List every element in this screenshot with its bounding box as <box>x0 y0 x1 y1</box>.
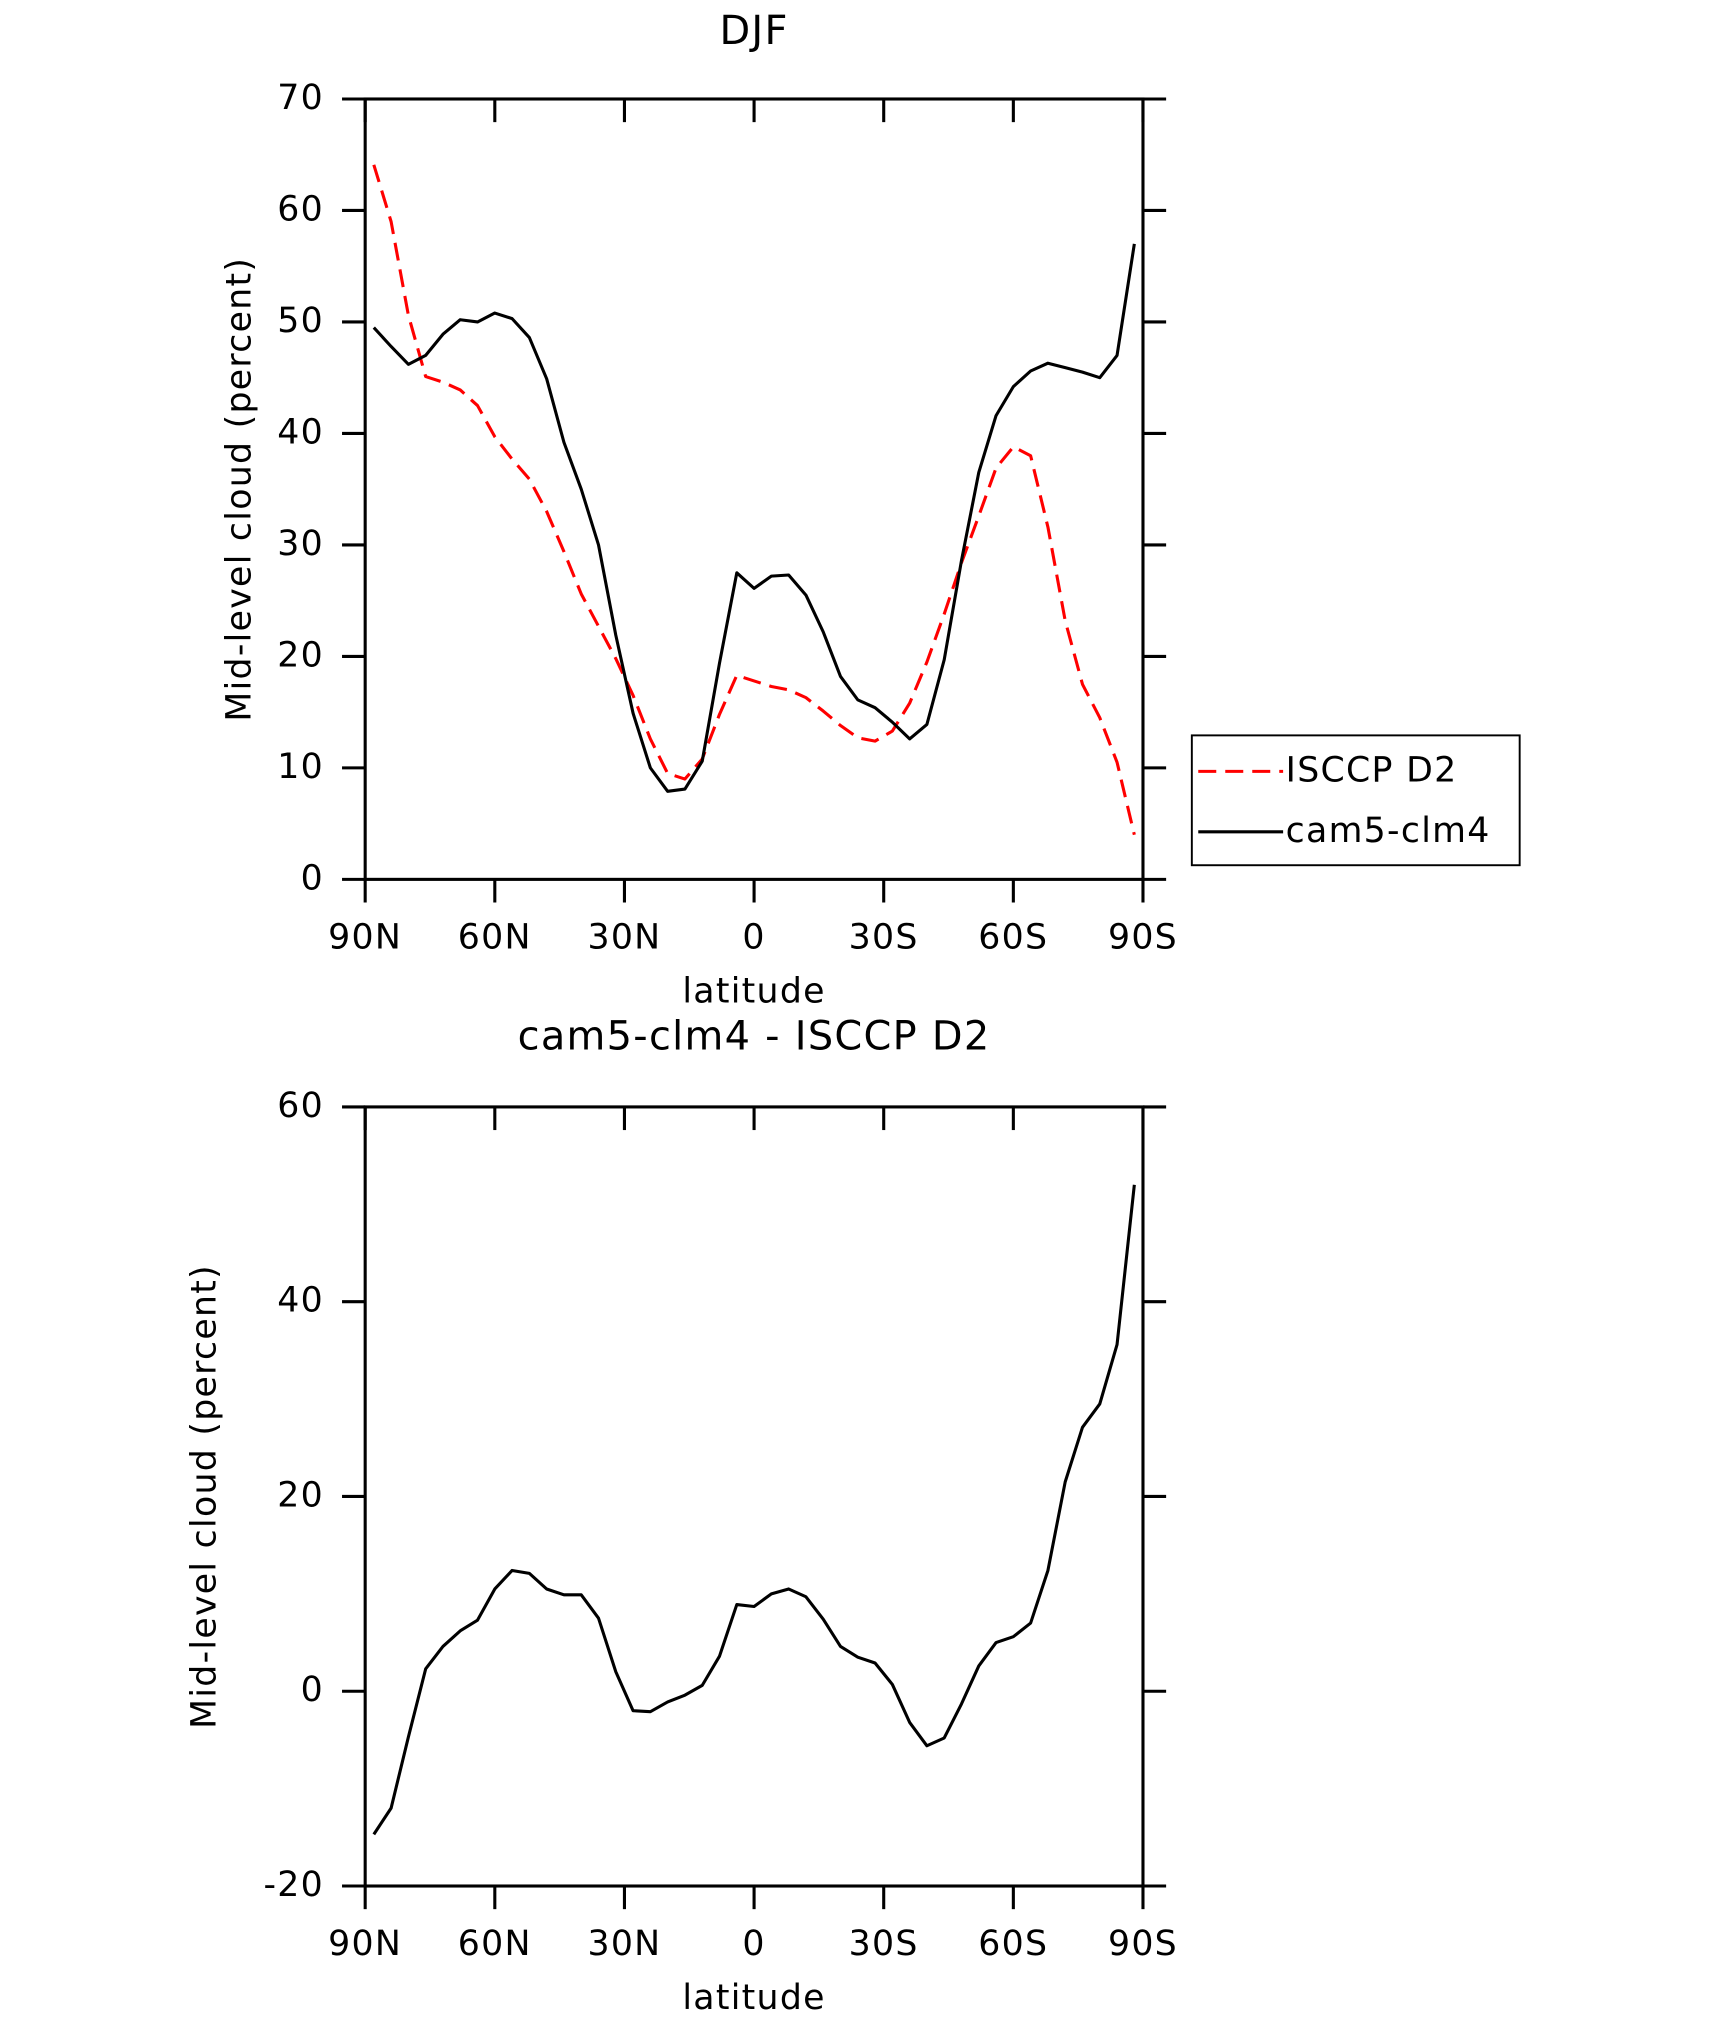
legend-box <box>1190 734 1521 867</box>
y-tick-label: 40 <box>277 1281 324 1321</box>
chart-title: cam5-clm4 - ISCCP D2 <box>518 1013 991 1059</box>
plot-frame <box>363 1105 1145 1888</box>
x-tick-label: 90S <box>1108 1924 1178 1964</box>
series-line <box>372 164 1136 836</box>
y-tick-label: 20 <box>277 1475 324 1515</box>
x-tick-label: 60S <box>978 1924 1048 1964</box>
x-tick-label: 90S <box>1108 918 1178 958</box>
y-axis-label: Mid-level cloud (percent) <box>185 1264 225 1729</box>
legend-label: ISCCP D2 <box>1286 750 1458 790</box>
x-tick-label: 30N <box>587 918 661 958</box>
x-tick-label: 60N <box>458 1924 532 1964</box>
y-axis-label: Mid-level cloud (percent) <box>219 257 259 722</box>
x-tick-label: 30S <box>849 918 919 958</box>
y-tick-label: -20 <box>263 1865 324 1905</box>
x-tick-label: 60S <box>978 918 1048 958</box>
x-tick-label: 0 <box>742 918 765 958</box>
plot-frame <box>363 97 1145 881</box>
x-tick-label: 60N <box>458 918 532 958</box>
y-tick-label: 40 <box>277 412 324 452</box>
legend-label: cam5-clm4 <box>1286 811 1491 851</box>
x-tick-label: 0 <box>742 1924 765 1964</box>
chart-title: DJF <box>719 8 788 54</box>
x-axis-label: latitude <box>682 1978 825 2018</box>
y-tick-label: 30 <box>277 524 324 564</box>
x-tick-label: 30N <box>587 1924 661 1964</box>
y-tick-label: 50 <box>277 301 324 341</box>
x-tick-label: 90N <box>328 918 402 958</box>
y-tick-label: 0 <box>301 1670 324 1710</box>
y-tick-label: 70 <box>277 78 324 118</box>
x-tick-label: 30S <box>849 1924 919 1964</box>
x-tick-label: 90N <box>328 1924 402 1964</box>
y-tick-label: 0 <box>301 858 324 898</box>
series-line <box>372 243 1136 793</box>
y-tick-label: 60 <box>277 1086 324 1126</box>
x-axis-label: latitude <box>682 972 825 1012</box>
series-line <box>372 1184 1136 1836</box>
y-tick-label: 10 <box>277 747 324 787</box>
y-tick-label: 60 <box>277 189 324 229</box>
y-tick-label: 20 <box>277 635 324 675</box>
